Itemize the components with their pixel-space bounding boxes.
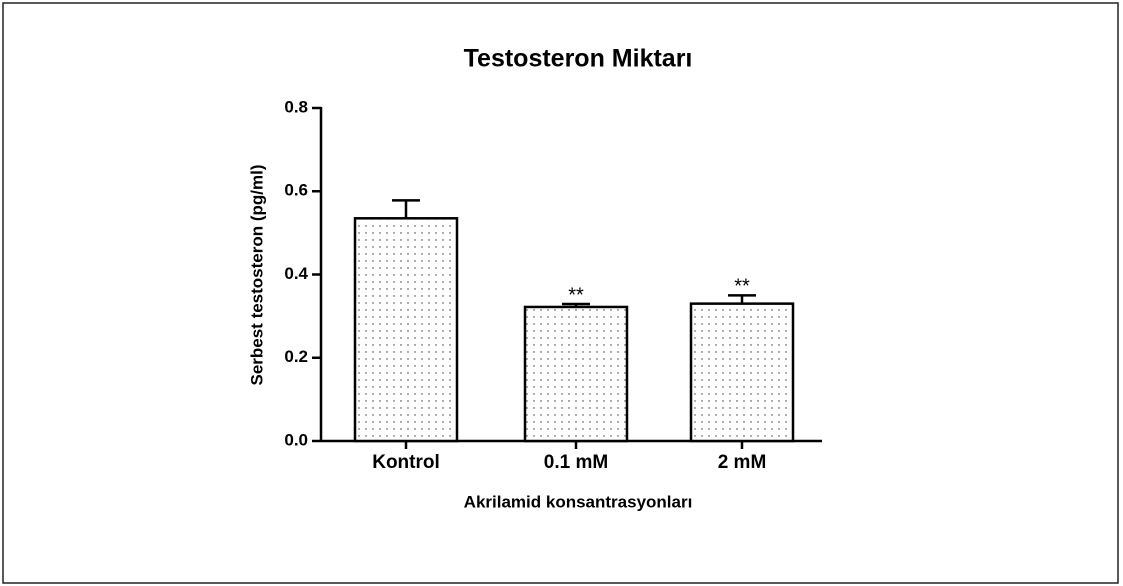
y-tick-label: 0.2 [284, 347, 308, 366]
chart-title: Testosteron Miktarı [464, 45, 693, 73]
error-bar [728, 294, 756, 304]
y-tick-label: 0.6 [284, 181, 308, 200]
x-tick-label: 0.1 mM [544, 452, 608, 473]
x-tick-label: 2 mM [718, 452, 767, 473]
x-tick-label: Kontrol [372, 452, 440, 473]
error-bar [562, 302, 590, 307]
y-tick-label: 0.0 [284, 430, 308, 449]
error-bar [392, 199, 420, 219]
bar [353, 217, 459, 443]
annotation: ** [734, 276, 750, 298]
y-tick-label: 0.8 [284, 97, 308, 116]
bar [523, 305, 629, 443]
y-tick-label: 0.4 [284, 264, 308, 283]
bar [689, 302, 795, 443]
annotation: ** [568, 284, 584, 306]
y-axis-label: Serbest testosteron (pg/ml) [247, 164, 266, 385]
x-axis-label: Akrilamid konsantrasyonları [464, 492, 693, 511]
